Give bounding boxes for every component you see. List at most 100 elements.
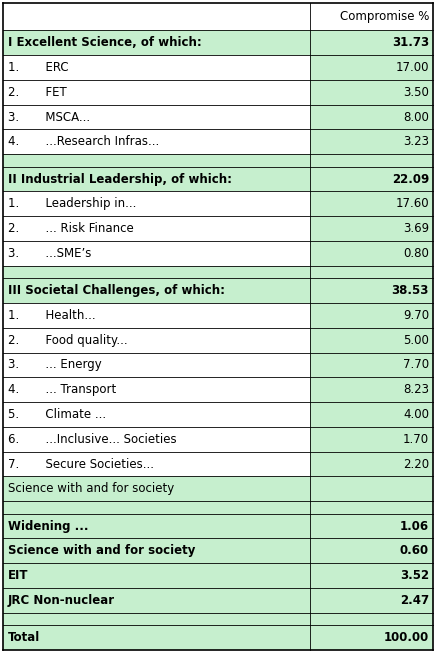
Text: 3.       ...SME’s: 3. ...SME’s [8, 247, 92, 260]
Bar [3, 514, 310, 539]
Text: 0.60: 0.60 [400, 545, 429, 558]
Bar [310, 328, 433, 353]
Bar [3, 191, 310, 216]
Bar [310, 477, 433, 502]
Text: 4.       ...Research Infras...: 4. ...Research Infras... [8, 135, 159, 148]
Bar [310, 278, 433, 303]
Bar [3, 402, 310, 427]
Bar [3, 55, 310, 80]
Bar [3, 154, 310, 167]
Bar [310, 80, 433, 104]
Text: 17.00: 17.00 [395, 61, 429, 74]
Bar [3, 80, 310, 104]
Text: 4.       ... Transport: 4. ... Transport [8, 383, 116, 396]
Text: 0.80: 0.80 [403, 247, 429, 260]
Bar [310, 502, 433, 514]
Text: 3.50: 3.50 [403, 86, 429, 99]
Bar [310, 588, 433, 613]
Text: 7.       Secure Societies...: 7. Secure Societies... [8, 458, 154, 471]
Bar [3, 613, 310, 625]
Text: 7.70: 7.70 [403, 358, 429, 372]
Bar [310, 427, 433, 452]
Bar [310, 452, 433, 477]
Bar [310, 613, 433, 625]
Bar [310, 55, 433, 80]
Text: II Industrial Leadership, of which:: II Industrial Leadership, of which: [8, 172, 232, 185]
Text: Compromise %: Compromise % [340, 10, 429, 23]
Bar [3, 452, 310, 477]
Bar [3, 502, 310, 514]
Bar [3, 266, 310, 278]
Text: 4.00: 4.00 [403, 408, 429, 421]
Bar [3, 477, 310, 502]
Bar [3, 427, 310, 452]
Text: Science with and for society: Science with and for society [8, 545, 195, 558]
Text: 5.       Climate ...: 5. Climate ... [8, 408, 106, 421]
Text: 3.       MSCA...: 3. MSCA... [8, 110, 90, 123]
Text: EIT: EIT [8, 569, 28, 582]
Text: 3.69: 3.69 [403, 222, 429, 235]
Bar [3, 216, 310, 241]
Bar [310, 191, 433, 216]
Text: 31.73: 31.73 [392, 36, 429, 49]
Text: 5.00: 5.00 [403, 334, 429, 347]
Bar [310, 3, 433, 30]
Bar [310, 241, 433, 266]
Bar [310, 377, 433, 402]
Bar [310, 539, 433, 564]
Bar [310, 216, 433, 241]
Bar [3, 625, 310, 650]
Bar [310, 303, 433, 328]
Bar [310, 266, 433, 278]
Text: 6.       ...Inclusive... Societies: 6. ...Inclusive... Societies [8, 433, 177, 446]
Bar [310, 564, 433, 588]
Text: 3.23: 3.23 [403, 135, 429, 148]
Bar [310, 30, 433, 55]
Bar [310, 167, 433, 191]
Text: 38.53: 38.53 [392, 284, 429, 297]
Bar [3, 303, 310, 328]
Bar [3, 30, 310, 55]
Bar [3, 564, 310, 588]
Text: 2.47: 2.47 [400, 594, 429, 607]
Bar [3, 353, 310, 377]
Text: 1.70: 1.70 [403, 433, 429, 446]
Text: 2.20: 2.20 [403, 458, 429, 471]
Bar [310, 625, 433, 650]
Text: I Excellent Science, of which:: I Excellent Science, of which: [8, 36, 202, 49]
Bar [310, 154, 433, 167]
Bar [310, 402, 433, 427]
Bar [310, 353, 433, 377]
Bar [3, 129, 310, 154]
Text: Widening ...: Widening ... [8, 520, 89, 533]
Bar [3, 3, 310, 30]
Bar [3, 278, 310, 303]
Text: III Societal Challenges, of which:: III Societal Challenges, of which: [8, 284, 225, 297]
Bar [3, 167, 310, 191]
Text: 17.60: 17.60 [395, 197, 429, 210]
Text: JRC Non-nuclear: JRC Non-nuclear [8, 594, 115, 607]
Text: 1.       Health...: 1. Health... [8, 309, 95, 322]
Bar [3, 588, 310, 613]
Bar [3, 377, 310, 402]
Text: 2.       FET: 2. FET [8, 86, 67, 99]
Bar [310, 104, 433, 129]
Bar [3, 328, 310, 353]
Text: 8.00: 8.00 [403, 110, 429, 123]
Text: 22.09: 22.09 [392, 172, 429, 185]
Text: 2.       ... Risk Finance: 2. ... Risk Finance [8, 222, 134, 235]
Bar [3, 539, 310, 564]
Text: 9.70: 9.70 [403, 309, 429, 322]
Text: 1.06: 1.06 [400, 520, 429, 533]
Text: 3.52: 3.52 [400, 569, 429, 582]
Bar [310, 129, 433, 154]
Bar [3, 104, 310, 129]
Text: 1.       ERC: 1. ERC [8, 61, 68, 74]
Text: 8.23: 8.23 [403, 383, 429, 396]
Text: 1.       Leadership in...: 1. Leadership in... [8, 197, 136, 210]
Text: Science with and for society: Science with and for society [8, 483, 174, 496]
Text: 3.       ... Energy: 3. ... Energy [8, 358, 102, 372]
Text: 2.       Food quality...: 2. Food quality... [8, 334, 128, 347]
Text: Total: Total [8, 631, 40, 644]
Text: 100.00: 100.00 [384, 631, 429, 644]
